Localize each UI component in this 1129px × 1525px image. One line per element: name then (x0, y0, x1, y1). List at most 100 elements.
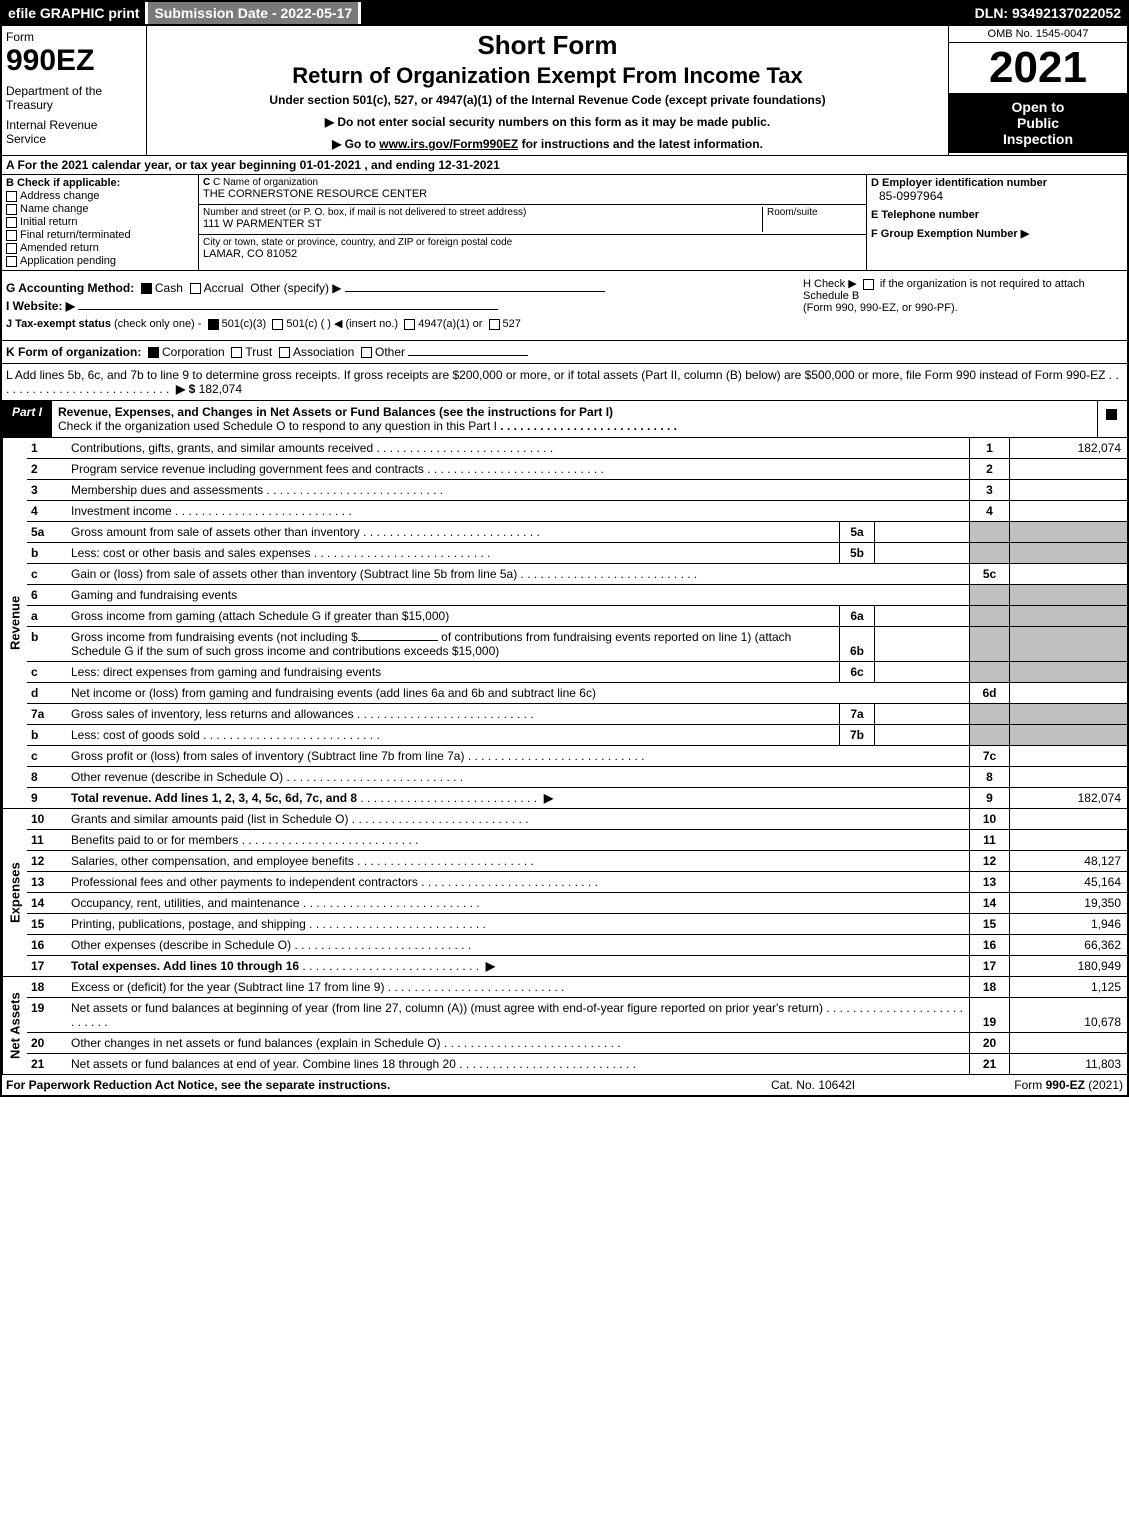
chk-name-change[interactable]: Name change (6, 203, 194, 215)
form-subtitle: Under section 501(c), 527, or 4947(a)(1)… (153, 93, 942, 107)
line-20: 20 Other changes in net assets or fund b… (27, 1033, 1127, 1054)
line-6a: a Gross income from gaming (attach Sched… (27, 606, 1127, 627)
line-17: 17 Total expenses. Add lines 10 through … (27, 956, 1127, 976)
line-3-val (1009, 480, 1127, 500)
tax-year: 2021 (949, 43, 1127, 93)
col-d: D Employer identification number 85-0997… (867, 175, 1127, 270)
dept-treasury: Department of the Treasury (6, 84, 140, 112)
short-form-title: Short Form (153, 30, 942, 61)
row-g: G Accounting Method: Cash Accrual Other … (6, 281, 803, 295)
line-12: 12 Salaries, other compensation, and emp… (27, 851, 1127, 872)
line-18-val: 1,125 (1009, 977, 1127, 997)
line-21: 21 Net assets or fund balances at end of… (27, 1054, 1127, 1074)
form-number: 990EZ (6, 44, 140, 78)
j-note: (check only one) - (114, 318, 201, 330)
other-org-input[interactable] (408, 355, 528, 356)
dept-irs: Internal Revenue Service (6, 118, 140, 146)
line-20-val (1009, 1033, 1127, 1053)
chk-other-org[interactable] (361, 347, 372, 358)
chk-527[interactable] (489, 319, 500, 330)
ein-value: 85-0997964 (871, 189, 1123, 203)
netassets-section: Net Assets 18 Excess or (deficit) for th… (2, 976, 1127, 1074)
line-1-val: 182,074 (1009, 438, 1127, 458)
line-4-val (1009, 501, 1127, 521)
chk-assoc[interactable] (279, 347, 290, 358)
chk-final-return[interactable]: Final return/terminated (6, 229, 194, 241)
line-6b-amount-input[interactable] (358, 640, 438, 641)
ssn-warning: ▶ Do not enter social security numbers o… (153, 115, 942, 129)
form-word: Form (6, 30, 140, 44)
city-value: LAMAR, CO 81052 (203, 248, 862, 260)
chk-501c[interactable] (272, 319, 283, 330)
l-arrow: ▶ $ (176, 382, 195, 396)
line-7c: c Gross profit or (loss) from sales of i… (27, 746, 1127, 767)
part-i-checkbox[interactable] (1097, 401, 1127, 437)
form-body: Form 990EZ Department of the Treasury In… (0, 26, 1129, 1097)
chk-address-change[interactable]: Address change (6, 190, 194, 202)
chk-trust[interactable] (231, 347, 242, 358)
line-17-val: 180,949 (1009, 956, 1127, 976)
chk-4947[interactable] (404, 319, 415, 330)
inspect-line2: Public (953, 115, 1123, 131)
line-21-val: 11,803 (1009, 1054, 1127, 1074)
line-6: 6 Gaming and fundraising events (27, 585, 1127, 606)
line-8-val (1009, 767, 1127, 787)
line-14: 14 Occupancy, rent, utilities, and maint… (27, 893, 1127, 914)
k-label: K Form of organization: (6, 345, 141, 359)
inspect-line3: Inspection (953, 131, 1123, 147)
irs-link-pre: ▶ Go to (332, 137, 379, 151)
org-name-value: THE CORNERSTONE RESOURCE CENTER (203, 188, 862, 200)
g-other-input[interactable] (345, 291, 605, 292)
footer-right: Form 990-EZ (2021) (923, 1078, 1123, 1092)
chk-amended-return[interactable]: Amended return (6, 242, 194, 254)
line-5b: b Less: cost or other basis and sales ex… (27, 543, 1127, 564)
line-5b-val (874, 543, 969, 563)
j-label: J Tax-exempt status (6, 318, 111, 330)
footer-left: For Paperwork Reduction Act Notice, see … (6, 1078, 703, 1092)
line-19: 19 Net assets or fund balances at beginn… (27, 998, 1127, 1033)
part-i-title: Revenue, Expenses, and Changes in Net As… (52, 401, 1097, 437)
group-row: F Group Exemption Number ▶ (871, 227, 1123, 240)
top-bar: efile GRAPHIC print Submission Date - 20… (0, 0, 1129, 26)
chk-application-pending[interactable]: Application pending (6, 255, 194, 267)
dln-label: DLN: 93492137022052 (969, 2, 1127, 24)
chk-cash[interactable] (141, 283, 152, 294)
line-7b: b Less: cost of goods sold 7b (27, 725, 1127, 746)
chk-501c3[interactable] (208, 319, 219, 330)
line-10-val (1009, 809, 1127, 829)
submission-date: Submission Date - 2022-05-17 (148, 2, 361, 24)
part-i-checknote: Check if the organization used Schedule … (58, 419, 497, 433)
form-header: Form 990EZ Department of the Treasury In… (2, 26, 1127, 155)
line-7b-val (874, 725, 969, 745)
efile-label[interactable]: efile GRAPHIC print (2, 2, 148, 24)
city-row: City or town, state or province, country… (199, 235, 866, 265)
row-a-period: A For the 2021 calendar year, or tax yea… (2, 155, 1127, 174)
irs-link[interactable]: www.irs.gov/Form990EZ (379, 137, 518, 151)
line-2-val (1009, 459, 1127, 479)
header-mid: Short Form Return of Organization Exempt… (147, 26, 949, 155)
ghi-left: G Accounting Method: Cash Accrual Other … (6, 277, 803, 334)
line-13: 13 Professional fees and other payments … (27, 872, 1127, 893)
line-1: 1 Contributions, gifts, grants, and simi… (27, 438, 1127, 459)
city-label: City or town, state or province, country… (203, 237, 862, 248)
inspect-line1: Open to (953, 99, 1123, 115)
l-text: L Add lines 5b, 6c, and 7b to line 9 to … (6, 368, 1105, 382)
line-5a: 5a Gross amount from sale of assets othe… (27, 522, 1127, 543)
line-13-val: 45,164 (1009, 872, 1127, 892)
line-5c-val (1009, 564, 1127, 584)
chk-accrual[interactable] (190, 283, 201, 294)
g-other: Other (specify) ▶ (250, 281, 341, 295)
form-title: Return of Organization Exempt From Incom… (153, 63, 942, 89)
chk-initial-return[interactable]: Initial return (6, 216, 194, 228)
irs-link-line: ▶ Go to www.irs.gov/Form990EZ for instru… (153, 137, 942, 151)
chk-corp[interactable] (148, 347, 159, 358)
line-9: 9 Total revenue. Add lines 1, 2, 3, 4, 5… (27, 788, 1127, 808)
line-6c-val (874, 662, 969, 682)
line-15-val: 1,946 (1009, 914, 1127, 934)
header-right: OMB No. 1545-0047 2021 Open to Public In… (949, 26, 1127, 155)
line-7a: 7a Gross sales of inventory, less return… (27, 704, 1127, 725)
part-i-header: Part I Revenue, Expenses, and Changes in… (2, 400, 1127, 437)
website-input[interactable] (78, 309, 498, 310)
chk-h[interactable] (863, 279, 874, 290)
page-footer: For Paperwork Reduction Act Notice, see … (2, 1074, 1127, 1095)
